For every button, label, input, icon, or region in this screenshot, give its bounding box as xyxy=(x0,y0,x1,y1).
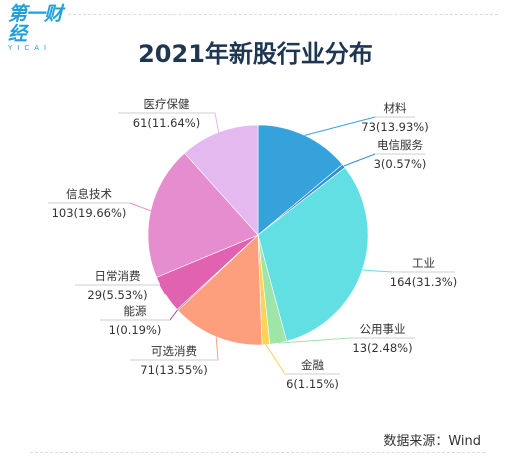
footer-divider xyxy=(30,452,485,453)
brand-logo: 第一财经 YICAI xyxy=(8,4,72,52)
slice-label-name-5: 可选消费 xyxy=(151,344,197,358)
slice-label-name-3: 公用事业 xyxy=(360,322,406,336)
slice-label-name-9: 医疗保健 xyxy=(144,97,190,111)
chart-title: 2021年新股行业分布 xyxy=(138,40,373,68)
slice-label-value-7: 29(5.53%) xyxy=(87,288,147,302)
slice-label-name-1: 电信服务 xyxy=(377,138,423,152)
pie-slice-2 xyxy=(257,167,369,342)
slice-label-value-6: 1(0.19%) xyxy=(109,323,162,337)
slice-label-name-2: 工业 xyxy=(412,256,435,270)
slice-label-name-0: 材料 xyxy=(384,101,407,115)
slice-label-value-5: 71(13.55%) xyxy=(140,363,207,377)
slice-label-value-3: 13(2.48%) xyxy=(352,341,412,355)
pie-slice-5 xyxy=(177,234,263,346)
header-divider xyxy=(68,14,498,15)
slice-label-name-6: 能源 xyxy=(124,304,147,318)
logo-subtext: YICAI xyxy=(8,44,52,52)
slice-label-name-7: 日常消费 xyxy=(95,269,141,283)
slice-label-value-2: 164(31.3%) xyxy=(390,275,457,289)
slice-label-value-8: 103(19.66%) xyxy=(52,206,127,220)
data-source: 数据来源：Wind xyxy=(383,434,481,449)
logo-text: 第一财经 xyxy=(8,3,63,45)
slice-label-name-8: 信息技术 xyxy=(66,187,112,201)
slice-label-value-0: 73(13.93%) xyxy=(361,120,428,134)
slice-label-value-1: 3(0.57%) xyxy=(374,157,427,171)
slice-label-value-4: 6(1.15%) xyxy=(286,377,339,391)
slice-label-name-4: 金融 xyxy=(301,358,324,372)
slice-label-value-9: 61(11.64%) xyxy=(133,116,200,130)
